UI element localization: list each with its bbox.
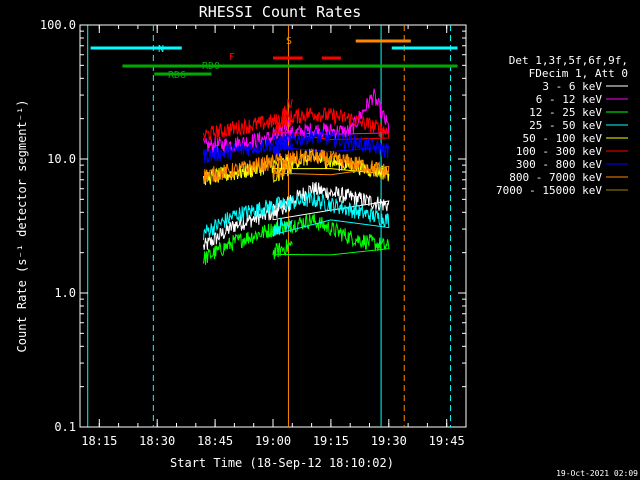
y-tick-label: 10.0 [47, 152, 76, 166]
tick-labels: 18:15 18:30 18:45 19:00 19:15 19:30 19:45 0.1 1.… [40, 18, 465, 448]
x-axis-label: Start Time (18-Sep-12 18:10:02) [170, 456, 394, 470]
series-line [203, 88, 390, 154]
x-tick-label: 19:30 [371, 434, 407, 448]
y-tick-label: 0.1 [54, 420, 76, 434]
series-line [203, 148, 390, 186]
series-lines [203, 88, 390, 265]
y-axis-label: Count Rate (s⁻¹ detector segment⁻¹) [15, 100, 29, 353]
flag-label-f: F [229, 52, 235, 63]
x-tick-label: 19:15 [313, 434, 349, 448]
series-line [203, 213, 390, 265]
legend-label: 7000 - 15000 keV [496, 184, 602, 197]
series-line [203, 98, 390, 141]
vertical-lines [87, 25, 452, 427]
footer-timestamp: 19-Oct-2021 02:09 [556, 469, 638, 478]
legend-label: 300 - 800 keV [516, 158, 602, 171]
series-line [203, 191, 390, 241]
y-tick-label: 100.0 [40, 18, 76, 32]
x-tick-label: 19:45 [429, 434, 465, 448]
chart-title: RHESSI Count Rates [199, 3, 362, 21]
flag-bars [90, 39, 458, 76]
y-tick-label: 1.0 [54, 286, 76, 300]
flag-label-n: N [158, 44, 164, 55]
flag-label-rd0: RD0 [202, 61, 220, 72]
legend-label: 12 - 25 keV [529, 106, 602, 119]
legend-header-line2: FDecim 1, Att 0 [529, 67, 628, 80]
series-line [203, 128, 390, 164]
legend-label: 25 - 50 keV [529, 119, 602, 132]
flag-label-rd6: RD6 [168, 70, 186, 81]
x-tick-label: 18:30 [139, 434, 175, 448]
legend-label: 800 - 7000 keV [509, 171, 602, 184]
plot-frame [79, 24, 467, 428]
legend-label: 6 - 12 keV [536, 93, 603, 106]
flag-label-s: S [286, 36, 292, 47]
x-tick-label: 18:45 [197, 434, 233, 448]
axis-ticks [79, 24, 467, 428]
legend-header-line1: Det 1,3f,5f,6f,9f, [509, 54, 628, 67]
x-tick-label: 19:00 [255, 434, 291, 448]
legend-label: 50 - 100 keV [523, 132, 603, 145]
x-tick-label: 18:15 [81, 434, 117, 448]
legend-label: 3 - 6 keV [542, 80, 602, 93]
legend-label: 100 - 300 keV [516, 145, 602, 158]
series-line [203, 148, 390, 183]
